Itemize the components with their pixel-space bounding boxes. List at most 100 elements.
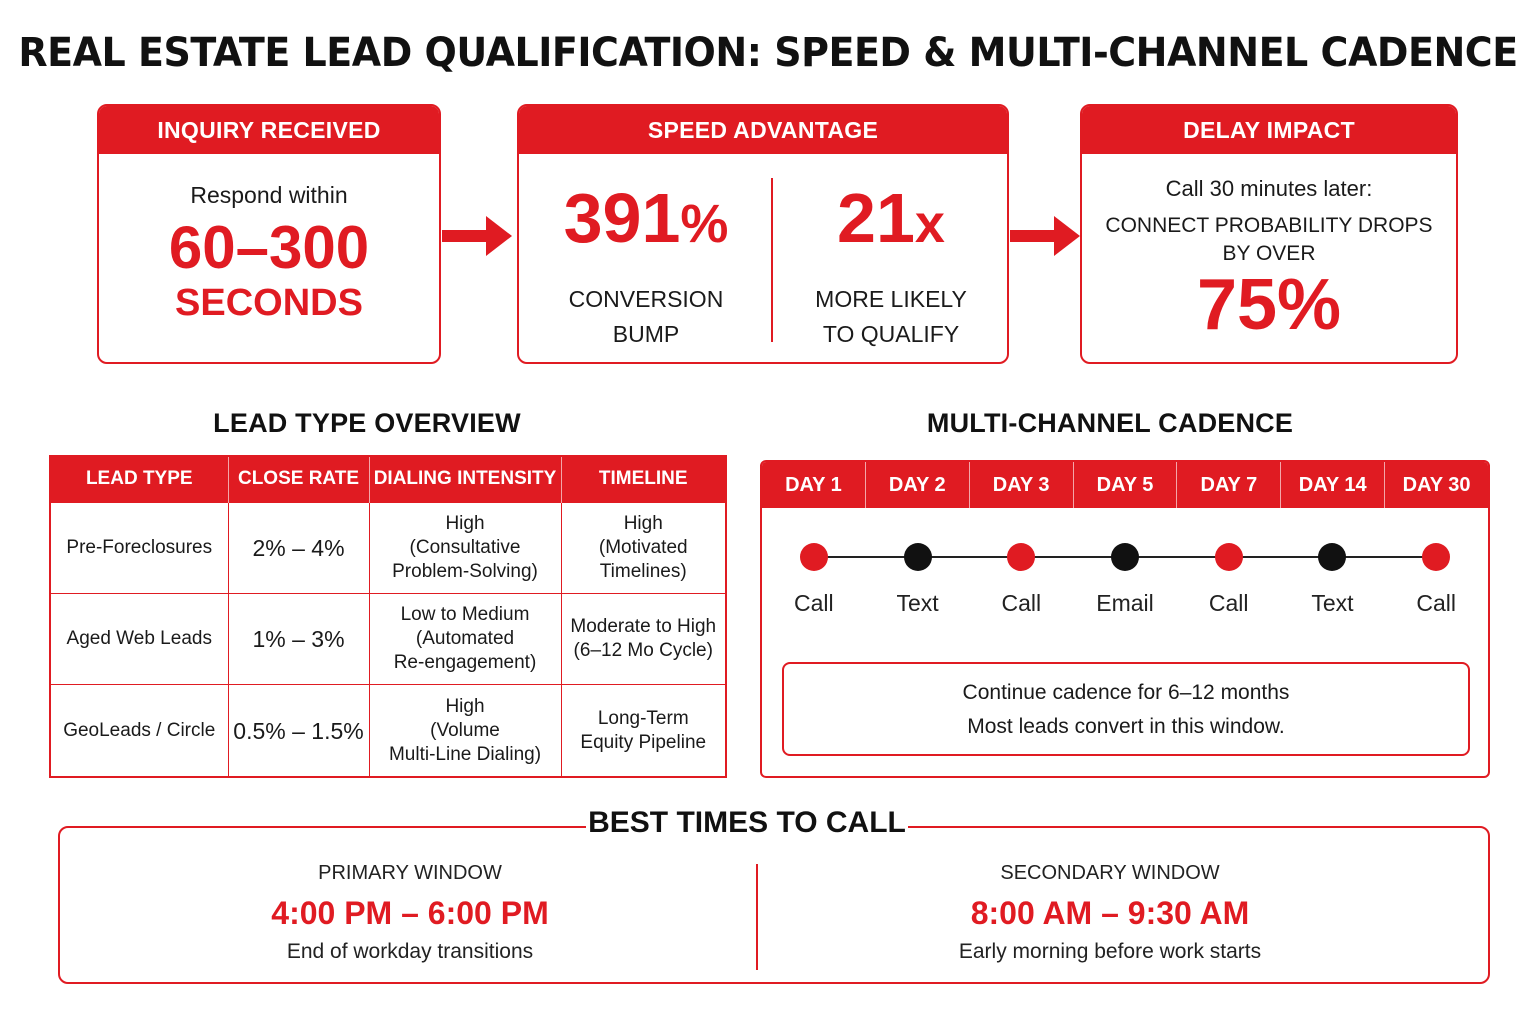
intensity-line: (Consultative: [409, 536, 521, 558]
speed-header: SPEED ADVANTAGE: [519, 106, 1007, 154]
timeline-line: Moderate to High: [570, 616, 717, 638]
close-rate-cell: 0.5% – 1.5%: [227, 684, 370, 778]
speed-divider: [771, 178, 773, 342]
intensity-line: Problem-Solving): [392, 560, 538, 582]
timeline-line: Timelines): [599, 560, 687, 582]
timeline-line: (6–12 Mo Cycle): [573, 640, 713, 662]
inquiry-card: INQUIRY RECEIVED Respond within 60–300 S…: [97, 104, 441, 364]
secondary-window-desc: Early morning before work starts: [958, 940, 1262, 963]
column-header: CLOSE RATE: [228, 456, 370, 502]
cadence-title: MULTI-CHANNEL CADENCE: [926, 408, 1294, 438]
intensity-cell: High (Volume Multi-Line Dialing): [368, 684, 562, 778]
cadence-dot: [1214, 543, 1243, 571]
cadence-dot: [903, 543, 932, 571]
delay-line-2: CONNECT PROBABILITY DROPS: [1105, 214, 1433, 237]
delay-header: DELAY IMPACT: [1082, 106, 1456, 154]
lead-type-cell: GeoLeads / Circle: [49, 684, 229, 778]
inquiry-line: Respond within: [190, 182, 348, 208]
cadence-dot: [1007, 543, 1036, 571]
qualify-label-2: TO QUALIFY: [822, 321, 960, 347]
qualify-stat: 21x MORE LIKELY TO QUALIFY: [773, 179, 1007, 348]
column-header: TIMELINE: [561, 456, 726, 502]
cadence-day-header: DAY 1 DAY 2 DAY 3 DAY 5 DAY 7 DAY 14 DAY…: [762, 462, 1488, 508]
close-rate-cell: 2% – 4%: [227, 501, 370, 594]
table-row: Pre-Foreclosures 2% – 4% High (Consultat…: [49, 501, 727, 594]
table-header-row: LEAD TYPE CLOSE RATE DIALING INTENSITY T…: [50, 456, 726, 502]
best-times-divider: [756, 864, 758, 970]
timeline-cell: Moderate to High (6–12 Mo Cycle): [560, 592, 727, 686]
inquiry-header: INQUIRY RECEIVED: [99, 106, 439, 154]
cadence-note: Continue cadence for 6–12 months Most le…: [782, 662, 1470, 756]
cadence-dot: [1111, 543, 1139, 571]
intensity-line: (Automated: [415, 628, 515, 650]
lead-type-cell: Aged Web Leads: [49, 592, 229, 686]
arrow-right-icon: [1010, 216, 1080, 256]
intensity-line: Low to Medium: [400, 604, 530, 626]
close-rate-cell: 1% – 3%: [227, 592, 370, 686]
timeline-cell: Long-Term Equity Pipeline: [560, 684, 727, 778]
cadence-dot: [799, 543, 828, 571]
intensity-cell: Low to Medium (Automated Re-engagement): [368, 592, 562, 686]
table-row: Aged Web Leads 1% – 3% Low to Medium (Au…: [49, 592, 727, 686]
lead-overview-title: LEAD TYPE OVERVIEW: [213, 408, 521, 438]
delay-line-3: BY OVER: [1222, 242, 1316, 265]
day-label: DAY 7: [1177, 462, 1282, 508]
timeline-cell: High (Motivated Timelines): [560, 501, 727, 594]
cadence-channel-label: Call: [1416, 590, 1456, 616]
timeline-line: Long-Term: [597, 707, 689, 729]
intensity-line: Re-engagement): [393, 652, 537, 674]
primary-window-time: 4:00 PM – 6:00 PM: [271, 895, 549, 931]
delay-card: DELAY IMPACT Call 30 minutes later: CONN…: [1080, 104, 1458, 364]
primary-window-desc: End of workday transitions: [286, 940, 534, 963]
qualify-label-1: MORE LIKELY: [815, 286, 967, 312]
cadence-dot: [1318, 543, 1347, 571]
cadence-note-line-2: Most leads convert in this window.: [967, 715, 1285, 738]
best-times-title: BEST TIMES TO CALL: [586, 806, 908, 840]
cadence-channel-label: Call: [1001, 590, 1042, 616]
delay-line-1: Call 30 minutes later:: [1165, 176, 1373, 201]
timeline-line: High: [623, 512, 663, 534]
primary-window-label: PRIMARY WINDOW: [318, 862, 502, 884]
day-label: DAY 30: [1402, 474, 1471, 496]
day-label: DAY 3: [970, 462, 1074, 508]
table-row: GeoLeads / Circle 0.5% – 1.5% High (Volu…: [49, 684, 727, 778]
conversion-label-1: CONVERSION: [568, 286, 724, 312]
primary-window: PRIMARY WINDOW 4:00 PM – 6:00 PM End of …: [210, 862, 610, 964]
intensity-line: High: [445, 512, 485, 534]
conversion-label-2: BUMP: [612, 321, 680, 347]
cadence-note-line-1: Continue cadence for 6–12 months: [962, 681, 1290, 704]
cadence-channel-label: Call: [794, 590, 834, 616]
qualify-value: 21: [837, 179, 915, 257]
conversion-stat: 391% CONVERSION BUMP: [519, 182, 773, 348]
inquiry-big-number: 60–300: [168, 214, 370, 281]
day-label: DAY 2: [866, 462, 970, 508]
secondary-window-time: 8:00 AM – 9:30 AM: [970, 895, 1250, 931]
timeline-line: Equity Pipeline: [580, 731, 707, 753]
cadence-dot: [1422, 543, 1451, 571]
best-times-panel: PRIMARY WINDOW 4:00 PM – 6:00 PM End of …: [58, 826, 1490, 984]
intensity-line: Multi-Line Dialing): [388, 743, 542, 765]
lead-type-table: LEAD TYPE CLOSE RATE DIALING INTENSITY T…: [49, 455, 727, 778]
delay-big-number: 75%: [1196, 265, 1342, 345]
inquiry-unit: SECONDS: [175, 282, 363, 324]
cadence-channel-label: Text: [1311, 590, 1354, 616]
page-title: REAL ESTATE LEAD QUALIFICATION: SPEED & …: [18, 30, 1518, 76]
lead-type-cell: Pre-Foreclosures: [49, 501, 229, 594]
intensity-cell: High (Consultative Problem-Solving): [368, 501, 562, 594]
day-label: DAY 1: [762, 462, 866, 508]
cadence-channel-label: Text: [896, 590, 939, 616]
cadence-channel-label: Call: [1208, 590, 1249, 616]
day-label: DAY 14: [1281, 462, 1386, 508]
column-header: LEAD TYPE: [50, 456, 229, 502]
column-header: DIALING INTENSITY: [369, 456, 562, 502]
conversion-value: 391: [563, 179, 681, 257]
cadence-channel-label: Email: [1096, 590, 1154, 616]
cadence-panel: DAY 1 DAY 2 DAY 3 DAY 5 DAY 7 DAY 14 DAY…: [760, 460, 1490, 778]
qualify-suffix: x: [914, 194, 945, 254]
intensity-line: High: [445, 695, 485, 717]
speed-card: SPEED ADVANTAGE 391% CONVERSION BUMP 21x…: [517, 104, 1009, 364]
timeline-line: (Motivated: [598, 536, 688, 558]
arrow-right-icon: [442, 216, 512, 256]
conversion-suffix: %: [680, 194, 729, 254]
day-label: DAY 5: [1074, 462, 1178, 508]
